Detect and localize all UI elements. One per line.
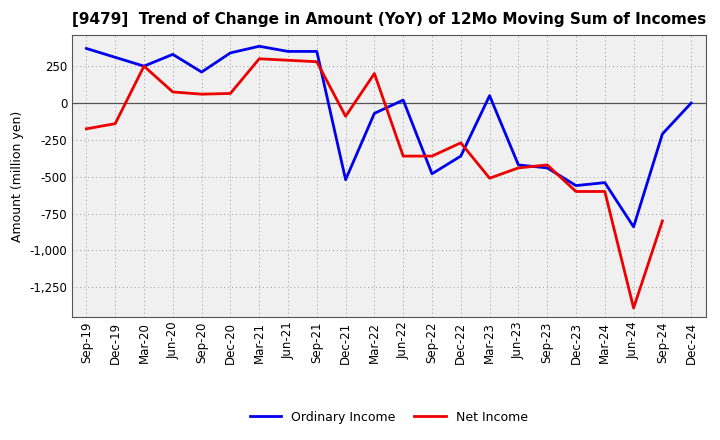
Ordinary Income (197, 70, 206, 75)
Ordinary Income (514, 162, 523, 168)
Net Income (140, 63, 148, 69)
Ordinary Income (255, 44, 264, 49)
Net Income (456, 140, 465, 146)
Net Income (370, 71, 379, 76)
Net Income (312, 59, 321, 64)
Ordinary Income (111, 55, 120, 60)
Title: [9479]  Trend of Change in Amount (YoY) of 12Mo Moving Sum of Incomes: [9479] Trend of Change in Amount (YoY) o… (72, 12, 706, 27)
Ordinary Income (82, 46, 91, 51)
Ordinary Income (370, 111, 379, 116)
Net Income (572, 189, 580, 194)
Net Income (428, 154, 436, 159)
Ordinary Income (687, 100, 696, 106)
Net Income (341, 114, 350, 119)
Net Income (111, 121, 120, 126)
Ordinary Income (341, 177, 350, 182)
Ordinary Income (658, 132, 667, 137)
Net Income (485, 176, 494, 181)
Net Income (82, 126, 91, 132)
Net Income (514, 165, 523, 171)
Net Income (629, 305, 638, 311)
Net Income (226, 91, 235, 96)
Net Income (543, 162, 552, 168)
Net Income (600, 189, 609, 194)
Line: Ordinary Income: Ordinary Income (86, 46, 691, 227)
Ordinary Income (456, 154, 465, 159)
Ordinary Income (543, 165, 552, 171)
Legend: Ordinary Income, Net Income: Ordinary Income, Net Income (245, 406, 533, 429)
Net Income (197, 92, 206, 97)
Ordinary Income (284, 49, 292, 54)
Ordinary Income (428, 171, 436, 176)
Y-axis label: Amount (million yen): Amount (million yen) (11, 110, 24, 242)
Ordinary Income (629, 224, 638, 230)
Ordinary Income (168, 52, 177, 57)
Net Income (284, 58, 292, 63)
Ordinary Income (140, 63, 148, 69)
Net Income (255, 56, 264, 62)
Line: Net Income: Net Income (86, 59, 662, 308)
Ordinary Income (485, 93, 494, 98)
Net Income (399, 154, 408, 159)
Ordinary Income (600, 180, 609, 185)
Net Income (658, 218, 667, 224)
Ordinary Income (399, 97, 408, 103)
Ordinary Income (572, 183, 580, 188)
Ordinary Income (226, 50, 235, 55)
Net Income (168, 89, 177, 95)
Ordinary Income (312, 49, 321, 54)
